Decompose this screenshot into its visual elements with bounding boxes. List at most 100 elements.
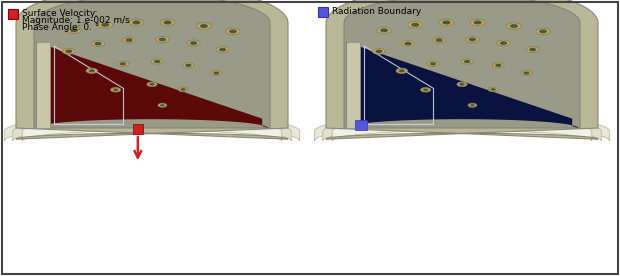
- Ellipse shape: [421, 87, 431, 92]
- Polygon shape: [346, 42, 578, 128]
- Ellipse shape: [89, 69, 95, 72]
- Ellipse shape: [464, 60, 471, 63]
- Polygon shape: [36, 42, 268, 128]
- Ellipse shape: [459, 83, 465, 86]
- Ellipse shape: [86, 68, 97, 73]
- Ellipse shape: [151, 59, 163, 64]
- Ellipse shape: [178, 87, 188, 92]
- Ellipse shape: [160, 104, 165, 107]
- Ellipse shape: [529, 48, 536, 51]
- Ellipse shape: [439, 19, 454, 26]
- Ellipse shape: [427, 61, 439, 67]
- Ellipse shape: [91, 41, 105, 47]
- Ellipse shape: [469, 38, 476, 41]
- Ellipse shape: [430, 62, 436, 65]
- Polygon shape: [13, 117, 291, 141]
- Ellipse shape: [63, 48, 76, 54]
- Polygon shape: [36, 42, 50, 128]
- Ellipse shape: [474, 20, 482, 25]
- Ellipse shape: [468, 103, 477, 107]
- Ellipse shape: [401, 41, 415, 47]
- Ellipse shape: [536, 28, 550, 35]
- Polygon shape: [344, 0, 580, 128]
- Ellipse shape: [432, 37, 446, 43]
- Ellipse shape: [229, 30, 237, 33]
- Ellipse shape: [470, 104, 475, 107]
- Ellipse shape: [185, 64, 192, 67]
- Ellipse shape: [129, 19, 144, 26]
- Ellipse shape: [497, 40, 510, 46]
- Ellipse shape: [125, 38, 133, 42]
- Ellipse shape: [132, 20, 141, 25]
- Ellipse shape: [197, 23, 211, 29]
- Ellipse shape: [408, 22, 423, 28]
- Ellipse shape: [219, 48, 226, 51]
- Ellipse shape: [156, 36, 169, 43]
- Ellipse shape: [182, 63, 194, 68]
- Ellipse shape: [380, 28, 388, 32]
- Ellipse shape: [526, 47, 539, 52]
- Ellipse shape: [488, 87, 498, 92]
- Ellipse shape: [180, 88, 186, 91]
- Polygon shape: [346, 42, 360, 128]
- Ellipse shape: [122, 37, 136, 43]
- Ellipse shape: [492, 63, 504, 68]
- Ellipse shape: [158, 103, 167, 107]
- Ellipse shape: [213, 71, 219, 75]
- Ellipse shape: [510, 24, 518, 28]
- Ellipse shape: [377, 27, 391, 33]
- Polygon shape: [314, 115, 609, 141]
- Ellipse shape: [466, 36, 479, 43]
- Ellipse shape: [190, 41, 197, 45]
- Polygon shape: [4, 115, 299, 141]
- Text: Radiation Boundary: Radiation Boundary: [332, 7, 421, 17]
- Polygon shape: [332, 120, 592, 141]
- Ellipse shape: [70, 28, 78, 32]
- Ellipse shape: [160, 19, 175, 26]
- Ellipse shape: [375, 50, 383, 53]
- Ellipse shape: [507, 23, 521, 29]
- Bar: [8, 9, 18, 19]
- Ellipse shape: [396, 68, 407, 73]
- Ellipse shape: [411, 23, 419, 27]
- Ellipse shape: [98, 22, 113, 28]
- Text: Magnitude: 1.e-002 m/s: Magnitude: 1.e-002 m/s: [22, 16, 130, 25]
- Ellipse shape: [164, 20, 172, 25]
- Ellipse shape: [457, 82, 467, 87]
- Ellipse shape: [111, 87, 121, 92]
- Ellipse shape: [147, 82, 157, 87]
- Ellipse shape: [435, 38, 443, 42]
- Ellipse shape: [65, 50, 73, 53]
- Ellipse shape: [159, 38, 166, 41]
- Ellipse shape: [423, 89, 428, 91]
- Ellipse shape: [470, 19, 485, 26]
- Polygon shape: [22, 120, 282, 141]
- Ellipse shape: [117, 61, 129, 67]
- Ellipse shape: [442, 20, 451, 25]
- Ellipse shape: [399, 69, 405, 72]
- Ellipse shape: [490, 88, 496, 91]
- Polygon shape: [16, 0, 288, 139]
- Ellipse shape: [404, 42, 412, 46]
- Ellipse shape: [187, 40, 200, 46]
- Text: Phase Angle: 0. °: Phase Angle: 0. °: [22, 23, 99, 32]
- Ellipse shape: [539, 30, 547, 33]
- Polygon shape: [326, 0, 598, 139]
- Ellipse shape: [94, 42, 102, 46]
- Ellipse shape: [67, 27, 81, 33]
- Ellipse shape: [523, 71, 529, 75]
- Ellipse shape: [521, 71, 532, 76]
- Polygon shape: [323, 117, 601, 141]
- Ellipse shape: [149, 83, 155, 86]
- Polygon shape: [34, 0, 270, 128]
- Ellipse shape: [373, 48, 386, 54]
- Ellipse shape: [216, 47, 229, 52]
- Ellipse shape: [154, 60, 161, 63]
- Ellipse shape: [211, 71, 222, 76]
- Ellipse shape: [120, 62, 126, 65]
- Text: Surface Velocity:: Surface Velocity:: [22, 9, 97, 18]
- Ellipse shape: [500, 41, 507, 45]
- Bar: [133, 124, 143, 134]
- Bar: [318, 7, 328, 17]
- Ellipse shape: [226, 28, 240, 35]
